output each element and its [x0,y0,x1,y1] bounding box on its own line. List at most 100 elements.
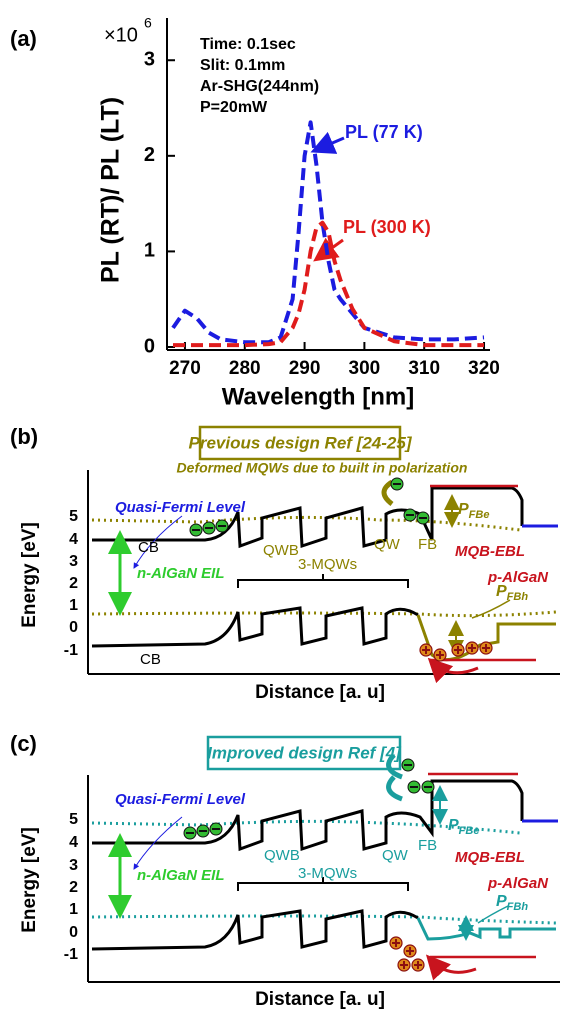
label: QWB [264,847,300,864]
symbol: P [458,501,469,518]
y-multiplier-exponent: 6 [144,15,152,31]
panel-label: (a) [10,26,37,51]
hole [465,641,479,655]
mqw-bracket [237,877,409,891]
label: CB [140,651,161,668]
title-box [206,735,402,771]
label: CB [138,539,159,556]
label: n-AlGaN EIL [137,565,225,582]
series-line [173,220,484,348]
symbol: P [496,583,507,600]
electron [202,521,216,535]
y-tick-label: 4 [69,531,78,548]
leak-arrow [386,775,403,802]
hole [451,643,465,657]
y-axis-label: Energy [eV] [19,522,40,628]
hole [479,641,493,655]
series-line [171,120,485,345]
subscript: FBh [507,901,529,913]
y-tick-label: 3 [69,857,78,874]
hole [433,648,447,662]
annotation: Slit: 0.1mm [200,57,285,74]
electron [196,824,210,838]
y-tick-label: 1 [69,597,78,614]
annotation: Time: 0.1sec [200,36,296,53]
x-axis-label: Distance [a. u] [255,682,385,703]
label: n-AlGaN EIL [137,867,225,884]
y-tick-label: 3 [144,49,155,71]
label: PFBe [448,817,479,837]
y-multiplier: ×10 [104,24,138,46]
y-tick-label: 5 [69,811,78,828]
y-tick-label: 3 [69,553,78,570]
electron [401,758,415,772]
y-tick-label: 0 [69,924,78,941]
y-tick-label: 2 [69,879,78,896]
electron [189,523,203,537]
valence-band [416,917,556,941]
subscript: FBh [507,591,529,603]
series-label-arrow [313,237,344,262]
y-axis-label: Energy [eV] [19,827,40,933]
hole-arrow [427,657,479,684]
label: 3-MQWs [298,556,357,573]
panel-label: (b) [10,424,38,449]
electron [183,826,197,840]
label: Quasi-Fermi Level [115,791,246,808]
x-tick-label: 270 [169,358,201,379]
valence-band [91,606,419,648]
subscript: FBe [459,825,480,837]
leak-arrow [381,479,394,506]
label: FB [418,837,437,854]
x-tick-label: 300 [349,358,381,379]
symbol: P [496,893,507,910]
electron [215,519,229,533]
y-tick-label: -1 [64,946,78,963]
y-tick-label: 1 [69,901,78,918]
label: PFBe [458,501,489,521]
y-tick-label: -1 [64,642,78,659]
label: FB [418,536,437,553]
y-tick-label: 5 [69,508,78,525]
hole [403,944,417,958]
series-label: PL (77 K) [345,122,423,142]
label: Quasi-Fermi Level [115,499,246,516]
annotation: P=20mW [200,99,268,116]
pointer [133,816,183,870]
hole [419,643,433,657]
electron [209,822,223,836]
label: MQB-EBL [455,849,525,866]
label: p-AlGaN [487,875,549,892]
electron [416,511,430,525]
hole [411,958,425,972]
subscript: FBe [469,509,490,521]
label: 3-MQWs [298,865,357,882]
electron [403,508,417,522]
x-tick-label: 320 [468,358,500,379]
fermi-level [91,515,521,532]
symbol: P [448,817,459,834]
label: MQB-EBL [455,543,525,560]
conduction-band [92,486,524,549]
x-axis-label: Distance [a. u] [255,989,385,1010]
pointer [477,905,509,924]
electron [421,780,435,794]
label: QW [374,536,401,553]
hole [389,936,403,950]
series-label: PL (300 K) [343,217,431,237]
hole-arrow [425,954,477,981]
y-tick-label: 0 [144,335,155,357]
x-tick-label: 290 [289,358,321,379]
y-tick-label: 2 [69,575,78,592]
panel-title: Improved design Ref [4] [207,743,402,762]
annotation: Ar-SHG(244nm) [200,78,319,95]
panel-c: (c) Improved design Ref [4] Energy [eV] … [10,731,560,1010]
panel-b: (b) Previous design Ref [24-25] Deformed… [10,424,560,703]
label: QW [382,847,409,864]
conduction-band [92,779,524,852]
series-label-arrow [310,131,345,154]
y-tick-label: 2 [144,144,155,166]
